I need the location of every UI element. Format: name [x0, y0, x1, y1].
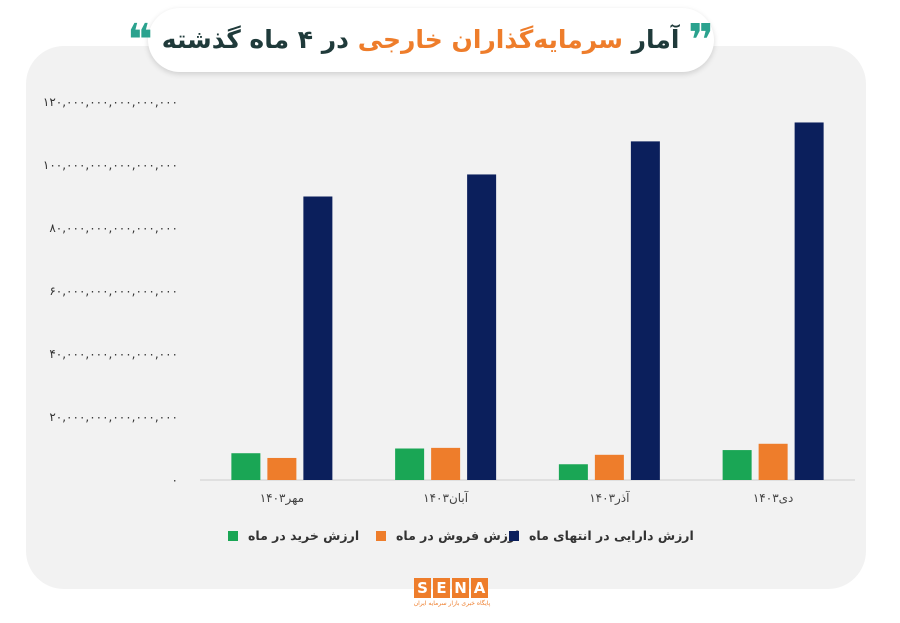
bar: [558, 464, 588, 480]
y-tick-label: ۶۰,۰۰۰,۰۰۰,۰۰۰,۰۰۰,۰۰۰: [49, 284, 178, 298]
x-tick-label: دی۱۴۰۳: [753, 491, 794, 505]
x-tick-label: مهر۱۴۰۳: [260, 491, 304, 506]
chart-card: [26, 46, 866, 589]
legend-swatch: [509, 531, 519, 541]
legend-swatch: [228, 531, 238, 541]
bar: [431, 447, 461, 480]
bar: [395, 448, 425, 480]
bar: [722, 450, 752, 480]
legend: ارزش خرید در ماه ارزش فروش در ماه ارزش دار…: [228, 528, 694, 543]
bars-group: [231, 122, 824, 480]
y-tick-label: ۱۰۰,۰۰۰,۰۰۰,۰۰۰,۰۰۰,۰۰۰: [43, 158, 178, 172]
x-tick-label: آبان۱۴۰۳: [423, 490, 469, 505]
legend-label: ارزش خرید در ماه: [248, 528, 359, 543]
y-tick-label: ۱۲۰,۰۰۰,۰۰۰,۰۰۰,۰۰۰,۰۰۰: [43, 95, 178, 109]
title-part-1: آمار: [631, 25, 680, 54]
logo-letter-n: N: [452, 578, 469, 598]
bar: [758, 443, 788, 480]
title-part-2: در ۴ ماه گذشته: [161, 25, 349, 54]
logo-letter-a: A: [471, 578, 488, 598]
x-tick-label: آذر۱۴۰۳: [589, 490, 630, 506]
title-highlight: سرمایه‌گذاران خارجی: [357, 25, 623, 54]
logo-letter-e: E: [433, 578, 450, 598]
legend-label: ارزش فروش در ماه: [396, 528, 519, 543]
legend-swatch: [376, 531, 386, 541]
logo-subtitle: پایگاه خبری بازار سرمایه ایران: [413, 600, 491, 607]
bar: [630, 141, 660, 480]
bar: [303, 196, 333, 480]
y-tick-label: ۲۰,۰۰۰,۰۰۰,۰۰۰,۰۰۰,۰۰۰: [49, 410, 178, 424]
quote-open-icon: ❞: [688, 15, 714, 66]
logo-letter-s: S: [414, 578, 431, 598]
legend-label: ارزش دارایی در انتهای ماه: [529, 528, 694, 543]
title-banner: ❞ آمار سرمایه‌گذاران خارجی در ۴ ماه گذشت…: [127, 8, 714, 72]
y-tick-label: ۴۰,۰۰۰,۰۰۰,۰۰۰,۰۰۰,۰۰۰: [49, 347, 178, 361]
quote-close-icon: ❝: [127, 15, 154, 66]
y-tick-label: ۸۰,۰۰۰,۰۰۰,۰۰۰,۰۰۰,۰۰۰: [49, 221, 178, 235]
bar: [594, 454, 624, 480]
bar: [794, 122, 824, 480]
y-axis: ۰ ۲۰,۰۰۰,۰۰۰,۰۰۰,۰۰۰,۰۰۰ ۴۰,۰۰۰,۰۰۰,۰۰۰,۰۰…: [43, 95, 178, 487]
y-tick-label: ۰: [172, 473, 178, 487]
bar: [467, 174, 497, 480]
bar: [231, 453, 261, 480]
sena-logo: S E N A پایگاه خبری بازار سرمایه ایران: [412, 578, 492, 612]
bar: [267, 457, 297, 480]
x-axis: مهر۱۴۰۳ آبان۱۴۰۳ آذر۱۴۰۳ دی۱۴۰۳: [260, 490, 794, 506]
